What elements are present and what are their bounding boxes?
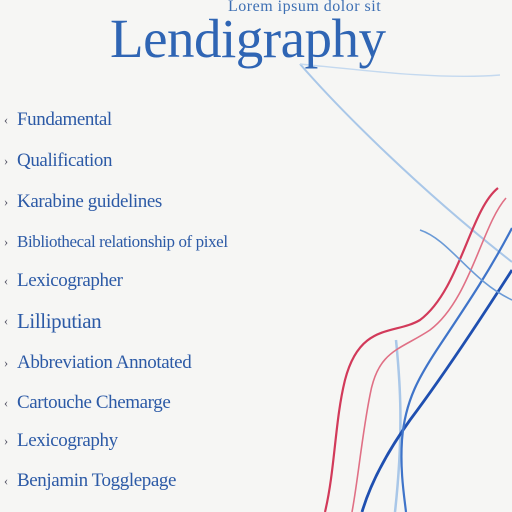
- blue-curve-upper: [419, 229, 512, 301]
- list-item-label: Cartouche Chemarge: [17, 392, 171, 413]
- light-blue-wave: [393, 339, 402, 512]
- list-item-label: Lexicography: [17, 430, 118, 451]
- bullet-marker: ‹: [3, 273, 9, 288]
- list-item-label: Abbreviation Annotated: [17, 352, 192, 373]
- blue-curve-secondary: [400, 227, 512, 512]
- list-item: ‹ Benjamin Togglepage: [0, 467, 280, 495]
- top-scribble-text: Lorem ipsum dolor sit: [228, 0, 382, 14]
- list-item-label: Lilliputian: [17, 309, 102, 333]
- list-item: ‹ Fundamental: [0, 106, 280, 134]
- bullet-marker: ›: [3, 355, 9, 370]
- list-item-label: Lexicographer: [17, 270, 123, 291]
- bullet-marker: ›: [3, 194, 9, 209]
- list-item: › Bibliothecal relationship of pixel: [0, 228, 280, 256]
- list-item: › Qualification: [0, 147, 280, 175]
- light-blue-diagonal-line-2: [299, 63, 501, 78]
- red-curve-outer: [323, 187, 499, 512]
- list-item-label: Bibliothecal relationship of pixel: [17, 232, 228, 251]
- list-item: ‹ Cartouche Chemarge: [0, 389, 280, 417]
- list-item-label: Karabine guidelines: [17, 191, 162, 212]
- list-item: › Lexicography: [0, 427, 280, 455]
- bullet-marker: ‹: [3, 473, 9, 488]
- list-item: › Karabine guidelines: [0, 188, 280, 216]
- list-item: ‹ Lexicographer: [0, 267, 280, 295]
- list-item: › Abbreviation Annotated: [0, 349, 280, 377]
- page-title: Lendigraphy: [110, 8, 386, 69]
- light-blue-diagonal-line: [299, 63, 512, 263]
- bullet-marker: ›: [3, 153, 9, 168]
- bullet-marker: ‹: [3, 112, 9, 127]
- bullet-marker: ‹: [3, 395, 9, 410]
- list-item-label: Benjamin Togglepage: [17, 470, 177, 491]
- list-item-label: Qualification: [17, 150, 113, 171]
- list-item-label: Fundamental: [17, 109, 112, 130]
- bullet-list: ‹ Fundamental › Qualification › Karabine…: [0, 106, 280, 496]
- bullet-marker: ›: [3, 433, 9, 448]
- blue-curve-main: [360, 269, 512, 512]
- red-curve-inner: [351, 197, 507, 512]
- bullet-marker: ›: [3, 234, 9, 249]
- list-item: ‹ Lilliputian: [0, 307, 280, 335]
- bullet-marker: ‹: [3, 313, 9, 328]
